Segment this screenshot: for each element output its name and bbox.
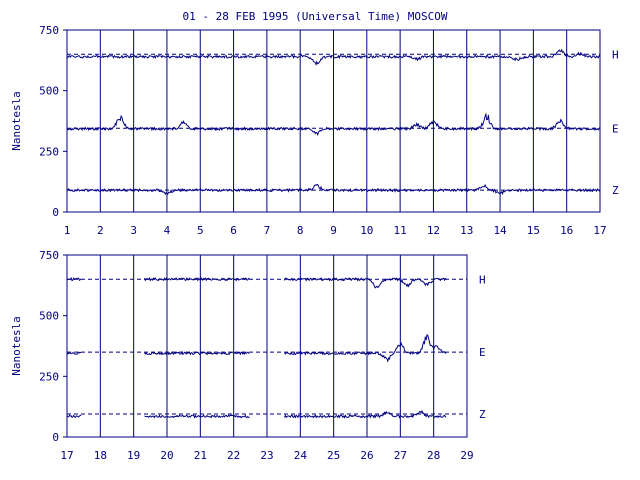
x-tick-label: 11 bbox=[394, 224, 407, 237]
series-label: H bbox=[479, 273, 486, 286]
series-trace bbox=[66, 333, 447, 363]
y-axis-label: Nanotesla bbox=[10, 91, 23, 151]
x-tick-label: 29 bbox=[460, 449, 473, 462]
x-tick-label: 27 bbox=[394, 449, 407, 462]
x-tick-label: 3 bbox=[130, 224, 137, 237]
series-label: E bbox=[479, 346, 486, 359]
x-tick-label: 20 bbox=[160, 449, 173, 462]
x-tick-label: 26 bbox=[360, 449, 373, 462]
series-label: Z bbox=[612, 184, 619, 197]
x-tick-label: 4 bbox=[164, 224, 171, 237]
x-tick-label: 16 bbox=[560, 224, 573, 237]
x-tick-label: 9 bbox=[330, 224, 337, 237]
x-tick-label: 6 bbox=[230, 224, 237, 237]
y-tick-label: 250 bbox=[39, 145, 59, 158]
series-label: E bbox=[612, 122, 619, 135]
series-trace bbox=[66, 409, 447, 419]
y-tick-label: 750 bbox=[39, 24, 59, 37]
x-tick-label: 28 bbox=[427, 449, 440, 462]
series-trace bbox=[66, 183, 601, 196]
x-tick-label: 13 bbox=[460, 224, 473, 237]
series-trace bbox=[66, 48, 601, 67]
x-tick-label: 12 bbox=[427, 224, 440, 237]
y-tick-label: 250 bbox=[39, 370, 59, 383]
series-trace bbox=[66, 276, 447, 289]
x-tick-label: 15 bbox=[527, 224, 540, 237]
y-tick-label: 500 bbox=[39, 85, 59, 98]
y-tick-label: 750 bbox=[39, 249, 59, 262]
x-tick-label: 23 bbox=[260, 449, 273, 462]
y-tick-label: 0 bbox=[52, 206, 59, 219]
x-tick-label: 17 bbox=[593, 224, 606, 237]
chart-title: 01 - 28 FEB 1995 (Universal Time) MOSCOW bbox=[183, 10, 448, 23]
x-tick-label: 22 bbox=[227, 449, 240, 462]
x-tick-label: 17 bbox=[60, 449, 73, 462]
x-tick-label: 10 bbox=[360, 224, 373, 237]
series-trace bbox=[66, 112, 601, 137]
y-axis-label: Nanotesla bbox=[10, 316, 23, 376]
y-tick-label: 500 bbox=[39, 310, 59, 323]
x-tick-label: 2 bbox=[97, 224, 104, 237]
x-tick-label: 24 bbox=[294, 449, 308, 462]
x-tick-label: 19 bbox=[127, 449, 140, 462]
x-tick-label: 7 bbox=[264, 224, 271, 237]
x-tick-label: 21 bbox=[194, 449, 207, 462]
x-tick-label: 5 bbox=[197, 224, 204, 237]
series-label: Z bbox=[479, 408, 486, 421]
x-tick-label: 1 bbox=[64, 224, 71, 237]
series-label: H bbox=[612, 48, 619, 61]
x-tick-label: 8 bbox=[297, 224, 304, 237]
y-tick-label: 0 bbox=[52, 431, 59, 444]
x-tick-label: 25 bbox=[327, 449, 340, 462]
x-tick-label: 14 bbox=[493, 224, 507, 237]
x-tick-label: 18 bbox=[94, 449, 107, 462]
